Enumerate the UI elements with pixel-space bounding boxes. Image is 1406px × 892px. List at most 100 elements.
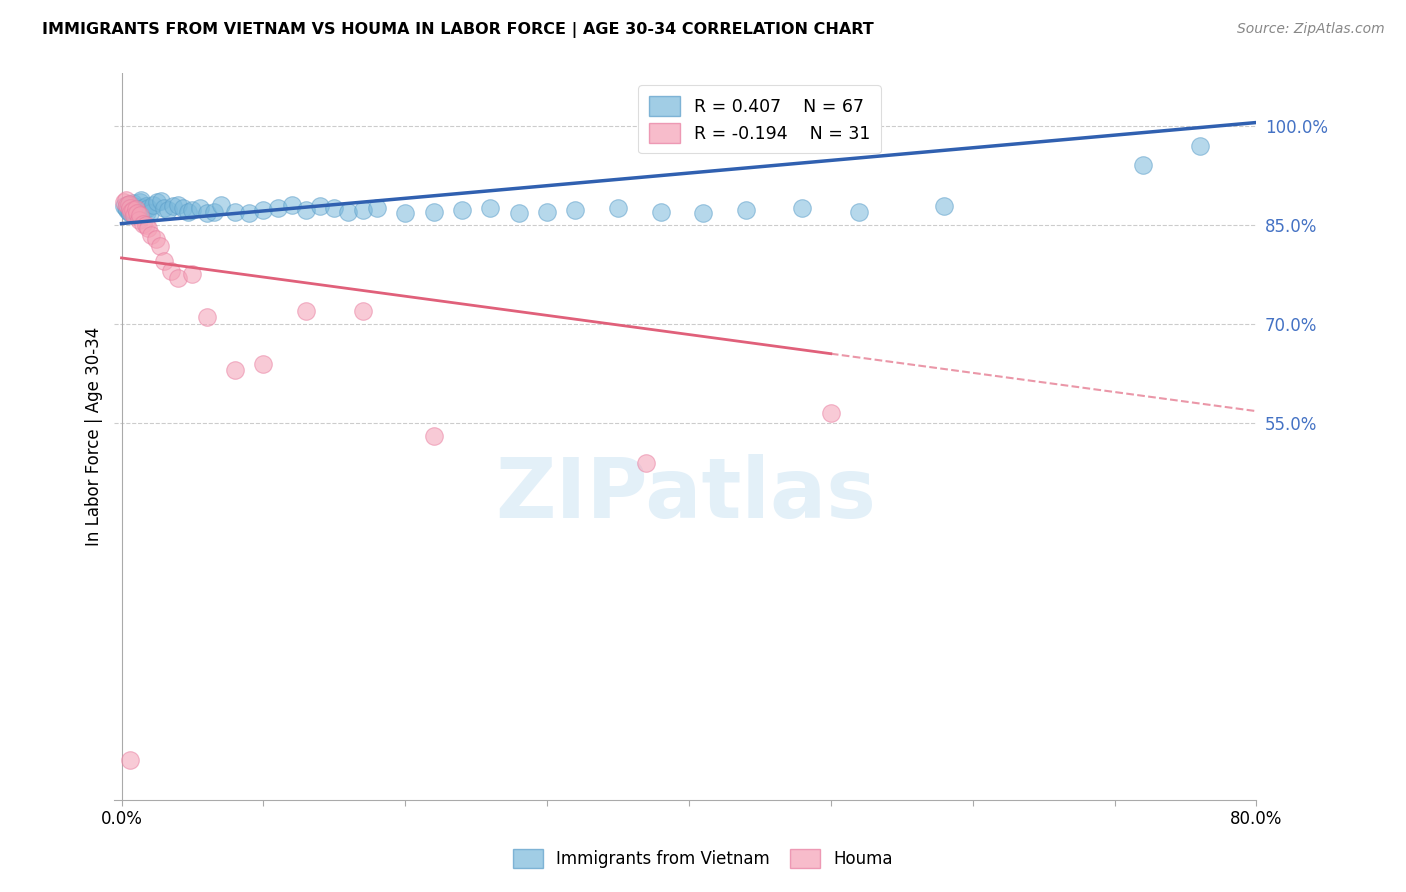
Point (650, 204, 672, 219)
Point (131, 193, 153, 207)
Point (125, 202, 148, 216)
Point (135, 199, 157, 213)
Point (451, 203, 474, 218)
Point (337, 204, 360, 219)
Point (120, 202, 142, 217)
Point (121, 202, 143, 216)
Point (202, 204, 225, 219)
Point (692, 206, 714, 220)
Point (177, 204, 200, 219)
Point (128, 212, 150, 227)
Point (224, 363, 246, 377)
Point (1132, 158, 1154, 172)
Point (195, 310, 218, 325)
Point (121, 202, 143, 217)
Point (394, 206, 416, 220)
Point (117, 196, 139, 211)
Point (132, 217, 155, 231)
Point (734, 203, 756, 218)
Point (153, 201, 176, 215)
Point (112, 199, 135, 213)
Point (114, 193, 136, 207)
Point (120, 199, 142, 213)
Point (564, 203, 586, 218)
Point (167, 270, 190, 285)
Point (162, 199, 184, 213)
Point (139, 206, 162, 220)
Point (120, 204, 142, 219)
Point (636, 456, 658, 470)
Text: ZIPatlas: ZIPatlas (495, 454, 876, 535)
Point (125, 203, 148, 218)
Point (129, 208, 152, 222)
Point (252, 203, 274, 218)
Point (135, 218, 157, 232)
Point (142, 198, 165, 212)
Point (121, 196, 143, 211)
Point (323, 202, 346, 216)
Point (607, 201, 630, 215)
Point (266, 201, 288, 215)
Point (352, 303, 374, 318)
Point (117, 204, 139, 219)
Point (118, 753, 141, 767)
Point (536, 204, 558, 219)
Legend: R = 0.407    N = 67, R = -0.194    N = 31: R = 0.407 N = 67, R = -0.194 N = 31 (638, 86, 880, 153)
Point (117, 196, 139, 211)
Point (115, 203, 138, 218)
Point (118, 202, 141, 216)
Point (188, 202, 211, 216)
Point (150, 194, 173, 208)
Point (153, 254, 176, 268)
Point (422, 204, 444, 219)
Point (114, 202, 136, 216)
Point (195, 206, 218, 220)
Point (295, 203, 318, 218)
Point (157, 203, 180, 218)
Point (127, 202, 149, 216)
Text: Source: ZipAtlas.com: Source: ZipAtlas.com (1237, 22, 1385, 37)
Point (280, 198, 302, 212)
Point (141, 227, 163, 242)
Point (352, 203, 374, 218)
Point (122, 199, 145, 213)
Point (122, 208, 145, 222)
Point (138, 220, 160, 235)
Point (238, 206, 260, 220)
Point (122, 204, 145, 219)
Point (134, 203, 156, 218)
Point (934, 199, 956, 213)
Point (1188, 138, 1211, 153)
Point (422, 429, 444, 443)
Text: IMMIGRANTS FROM VIETNAM VS HOUMA IN LABOR FORCE | AGE 30-34 CORRELATION CHART: IMMIGRANTS FROM VIETNAM VS HOUMA IN LABO… (42, 22, 875, 38)
Point (252, 357, 274, 371)
Point (128, 204, 150, 219)
Point (146, 195, 169, 210)
Point (115, 198, 138, 212)
Point (149, 239, 172, 253)
Point (224, 204, 246, 219)
Point (112, 194, 135, 209)
Point (820, 406, 842, 420)
Legend: Immigrants from Vietnam, Houma: Immigrants from Vietnam, Houma (506, 843, 900, 875)
Point (181, 268, 204, 282)
Point (181, 203, 204, 218)
Point (160, 264, 183, 278)
Point (167, 198, 190, 212)
Point (138, 202, 160, 216)
Point (172, 202, 194, 216)
Point (479, 201, 502, 215)
Point (127, 206, 149, 220)
Point (209, 198, 232, 212)
Point (125, 208, 148, 222)
Point (129, 194, 152, 209)
Point (792, 201, 814, 215)
Point (366, 201, 388, 215)
Point (145, 232, 167, 246)
Point (136, 204, 159, 219)
Point (127, 206, 149, 220)
Point (848, 204, 870, 219)
Point (309, 199, 332, 213)
Point (132, 201, 155, 215)
Y-axis label: In Labor Force | Age 30-34: In Labor Force | Age 30-34 (86, 326, 103, 546)
